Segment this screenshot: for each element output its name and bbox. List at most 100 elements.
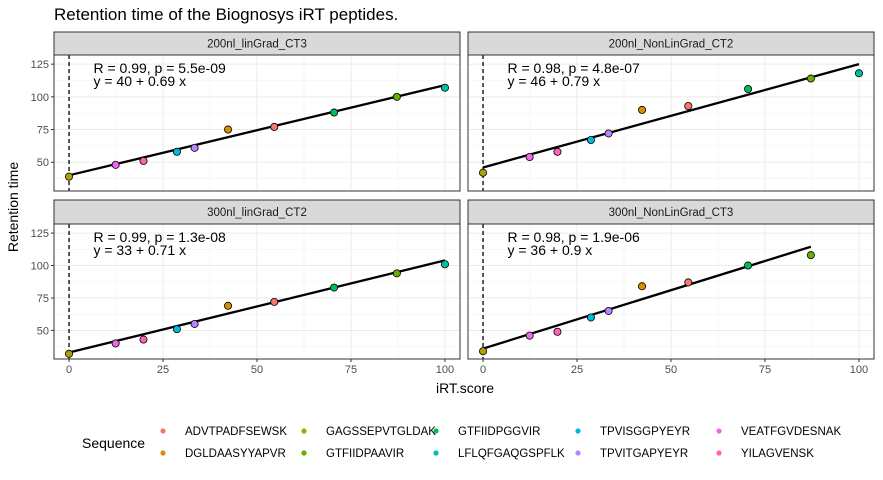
legend-key <box>160 428 166 434</box>
legend-key <box>433 428 439 434</box>
data-point <box>586 135 595 144</box>
x-tick-label: 50 <box>251 364 263 376</box>
facet-panel: 200nl_linGrad_CT3 R = 0.99, p = 5.5e-09y … <box>31 31 461 192</box>
equation-annotation: y = 40 + 0.69 x <box>93 73 186 89</box>
data-point <box>440 83 449 92</box>
legend-label: TPVISGGPYEYR <box>600 426 690 438</box>
regression-line <box>482 63 860 169</box>
stat-annotation: R = 0.99, p = 5.5e-09 <box>93 60 226 76</box>
legend-key <box>575 428 581 434</box>
facet-strip-label: 300nl_linGrad_CT2 <box>207 207 307 219</box>
x-tick-label: 0 <box>66 364 72 376</box>
facet-panel: 300nl_NonLinGrad_CT3 R = 0.98, p = 1.9e-0… <box>467 199 875 376</box>
legend-item: GTFIIDPAAVIR <box>301 448 404 460</box>
data-point <box>638 105 647 114</box>
legend-label: GTFIIDPAAVIR <box>326 448 404 460</box>
data-point <box>190 319 199 328</box>
facet-strip-label: 200nl_linGrad_CT3 <box>207 39 307 51</box>
x-tick-label: 75 <box>345 364 357 376</box>
data-point <box>744 261 753 270</box>
data-point <box>854 69 863 78</box>
data-point <box>270 297 279 306</box>
data-point <box>553 147 562 156</box>
legend-label: YILAGVENSK <box>741 448 814 460</box>
panel-border <box>53 54 461 192</box>
legend-key <box>301 450 307 456</box>
stat-annotation: R = 0.99, p = 1.3e-08 <box>93 229 226 245</box>
data-point <box>224 125 233 134</box>
legend-label: VEATFGVDESNAK <box>741 426 841 438</box>
x-tick-label: 100 <box>436 364 454 376</box>
data-point <box>330 108 339 117</box>
data-point <box>479 168 488 177</box>
equation-annotation: y = 33 + 0.71 x <box>93 242 186 258</box>
y-tick-label: 100 <box>31 261 49 273</box>
x-tick-label: 50 <box>665 364 677 376</box>
stat-annotation: R = 0.98, p = 4.8e-07 <box>507 60 640 76</box>
facet-panel: 300nl_linGrad_CT2 R = 0.99, p = 1.3e-08y … <box>31 199 461 376</box>
data-point <box>744 85 753 94</box>
y-tick-label: 50 <box>37 157 49 169</box>
y-tick-label: 50 <box>37 325 49 337</box>
facet-strip-label: 200nl_NonLinGrad_CT2 <box>609 39 734 51</box>
y-tick-label: 75 <box>37 293 49 305</box>
stat-annotation: R = 0.98, p = 1.9e-06 <box>507 229 640 245</box>
data-point <box>270 122 279 131</box>
data-point <box>139 335 148 344</box>
legend-key <box>716 428 722 434</box>
legend-label: ADVTPADFSEWSK <box>185 426 287 438</box>
legend-key <box>716 450 722 456</box>
data-point <box>172 147 181 156</box>
legend-key <box>433 450 439 456</box>
legend-key <box>160 450 166 456</box>
panel-border <box>467 54 875 192</box>
legend-key <box>575 450 581 456</box>
facet-strip <box>467 199 875 225</box>
legend-key <box>301 428 307 434</box>
x-tick-label: 75 <box>759 364 771 376</box>
legend-item: TPVITGAPYEYR <box>575 448 688 460</box>
legend-item: GAGSSEPVTGLDAK <box>301 426 436 438</box>
data-point <box>139 156 148 165</box>
data-point <box>111 339 120 348</box>
data-point <box>65 349 74 358</box>
legend-label: LFLQFGAQGSPFLK <box>458 448 565 460</box>
data-point <box>806 74 815 83</box>
legend-item: DGLDAASYYAPVR <box>160 448 286 460</box>
data-point <box>586 313 595 322</box>
regression-line <box>482 245 812 350</box>
data-point <box>806 251 815 260</box>
y-tick-label: 125 <box>31 228 49 240</box>
regression-line <box>68 259 446 354</box>
legend-item: ADVTPADFSEWSK <box>160 426 287 438</box>
facet-panel: 200nl_NonLinGrad_CT2 R = 0.98, p = 4.8e-0… <box>467 31 875 192</box>
data-point <box>392 269 401 278</box>
equation-annotation: y = 46 + 0.79 x <box>507 73 600 89</box>
legend-item: VEATFGVDESNAK <box>716 426 841 438</box>
data-point <box>330 283 339 292</box>
data-point <box>553 327 562 336</box>
data-point <box>604 306 613 315</box>
legend-label: DGLDAASYYAPVR <box>185 448 286 460</box>
legend-item: GTFIIDPGGVIR <box>433 426 540 438</box>
data-point <box>172 325 181 334</box>
data-point <box>684 278 693 287</box>
data-point <box>684 102 693 111</box>
legend-item: YILAGVENSK <box>716 448 814 460</box>
legend: Sequence ADVTPADFSEWSK DGLDAASYYAPVR GAGSS… <box>82 426 841 460</box>
legend-label: GTFIIDPGGVIR <box>458 426 540 438</box>
regression-line <box>68 83 446 177</box>
x-tick-label: 25 <box>571 364 583 376</box>
equation-annotation: y = 36 + 0.9 x <box>507 242 592 258</box>
data-point <box>65 172 74 181</box>
legend-item: TPVISGGPYEYR <box>575 426 690 438</box>
data-point <box>525 331 534 340</box>
data-point <box>440 260 449 269</box>
facet-strip-label: 300nl_NonLinGrad_CT3 <box>609 207 734 219</box>
x-tick-label: 0 <box>480 364 486 376</box>
chart-title: Retention time of the Biognosys iRT pept… <box>54 5 398 24</box>
data-point <box>479 347 488 356</box>
data-point <box>111 160 120 169</box>
